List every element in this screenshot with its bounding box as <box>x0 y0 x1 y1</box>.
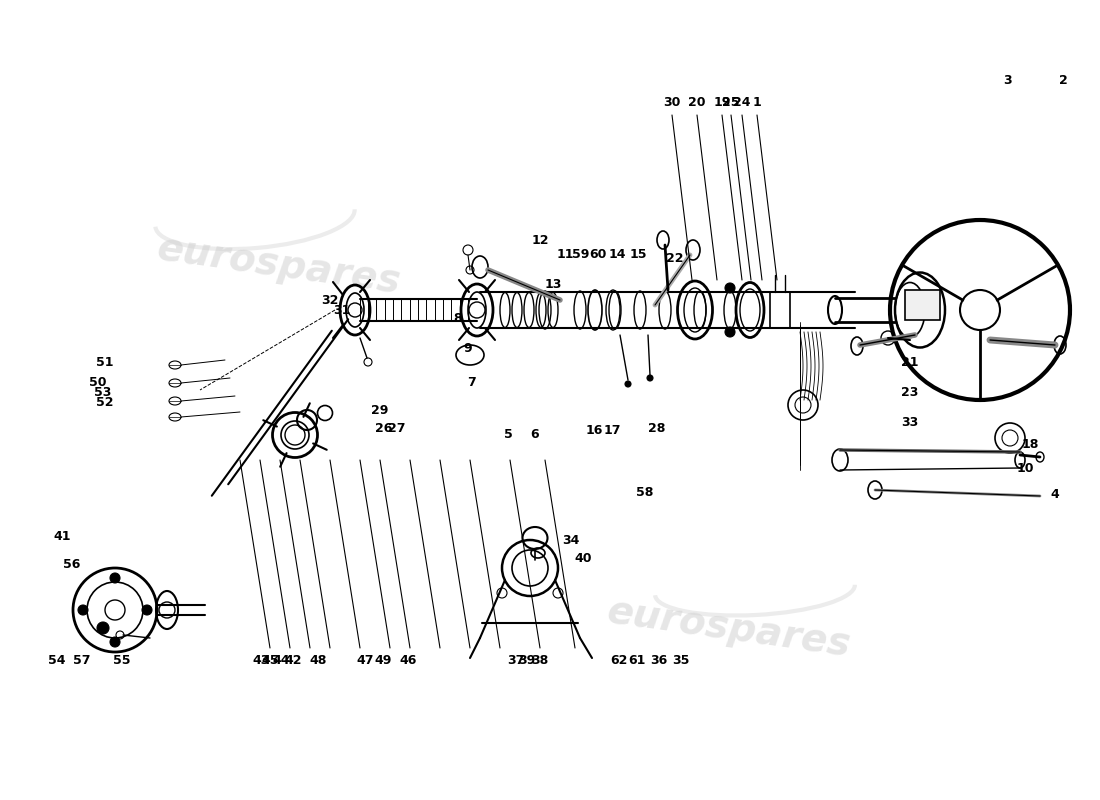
Text: 59: 59 <box>572 249 590 262</box>
Text: 57: 57 <box>74 654 90 666</box>
Bar <box>770 292 790 328</box>
Text: 31: 31 <box>333 303 351 317</box>
Text: 49: 49 <box>374 654 392 666</box>
Text: 21: 21 <box>901 355 918 369</box>
Text: eurospares: eurospares <box>605 592 854 664</box>
Text: 61: 61 <box>628 654 646 666</box>
Text: 1: 1 <box>752 97 761 110</box>
Text: 24: 24 <box>734 95 750 109</box>
Text: 2: 2 <box>1058 74 1067 86</box>
Text: 35: 35 <box>672 654 690 666</box>
Text: 12: 12 <box>531 234 549 246</box>
Circle shape <box>78 605 88 615</box>
Text: 36: 36 <box>650 654 668 666</box>
Text: 32: 32 <box>321 294 339 306</box>
Text: 16: 16 <box>585 423 603 437</box>
Text: 41: 41 <box>53 530 70 542</box>
Text: 27: 27 <box>388 422 406 434</box>
Text: 7: 7 <box>468 375 476 389</box>
Text: 54: 54 <box>48 654 66 666</box>
Text: 40: 40 <box>574 551 592 565</box>
Circle shape <box>647 375 653 381</box>
Text: 44: 44 <box>273 654 289 666</box>
Text: eurospares: eurospares <box>155 229 404 301</box>
Text: 53: 53 <box>95 386 112 399</box>
Text: 29: 29 <box>372 403 388 417</box>
Text: 13: 13 <box>544 278 562 291</box>
Text: 23: 23 <box>901 386 918 398</box>
Text: 28: 28 <box>648 422 666 434</box>
Text: 30: 30 <box>663 95 681 109</box>
Text: 33: 33 <box>901 415 918 429</box>
Text: 51: 51 <box>97 357 113 370</box>
Circle shape <box>97 622 109 634</box>
Text: 62: 62 <box>610 654 628 666</box>
Text: 43: 43 <box>252 654 270 666</box>
Circle shape <box>725 327 735 337</box>
Text: 55: 55 <box>113 654 131 666</box>
Text: 5: 5 <box>504 429 513 442</box>
Text: 4: 4 <box>1050 489 1059 502</box>
Text: 11: 11 <box>557 249 574 262</box>
Text: 3: 3 <box>1003 74 1011 86</box>
Text: 39: 39 <box>518 654 536 666</box>
Text: 6: 6 <box>530 429 539 442</box>
Text: 37: 37 <box>507 654 525 666</box>
Text: 46: 46 <box>399 654 417 666</box>
Circle shape <box>110 637 120 647</box>
Text: 9: 9 <box>464 342 472 354</box>
Text: 17: 17 <box>603 423 620 437</box>
Circle shape <box>142 605 152 615</box>
Text: 25: 25 <box>723 95 739 109</box>
Text: 14: 14 <box>608 249 626 262</box>
Text: 8: 8 <box>453 311 462 325</box>
Text: 20: 20 <box>689 95 706 109</box>
Text: 26: 26 <box>375 422 393 434</box>
Text: 19: 19 <box>713 95 730 109</box>
Circle shape <box>625 381 631 387</box>
Text: 56: 56 <box>64 558 80 571</box>
Text: 34: 34 <box>562 534 580 546</box>
Text: 18: 18 <box>1021 438 1038 451</box>
Text: 58: 58 <box>636 486 653 498</box>
Text: 60: 60 <box>590 249 607 262</box>
Circle shape <box>110 573 120 583</box>
Text: 42: 42 <box>284 654 301 666</box>
Circle shape <box>725 283 735 293</box>
Text: 15: 15 <box>629 249 647 262</box>
Text: 38: 38 <box>531 654 549 666</box>
Text: 48: 48 <box>309 654 327 666</box>
Text: 47: 47 <box>356 654 374 666</box>
Text: 50: 50 <box>89 377 107 390</box>
Text: 22: 22 <box>667 253 684 266</box>
Bar <box>905 290 940 320</box>
Text: 52: 52 <box>97 397 113 410</box>
Text: 10: 10 <box>1016 462 1034 474</box>
Text: 45: 45 <box>262 654 278 666</box>
